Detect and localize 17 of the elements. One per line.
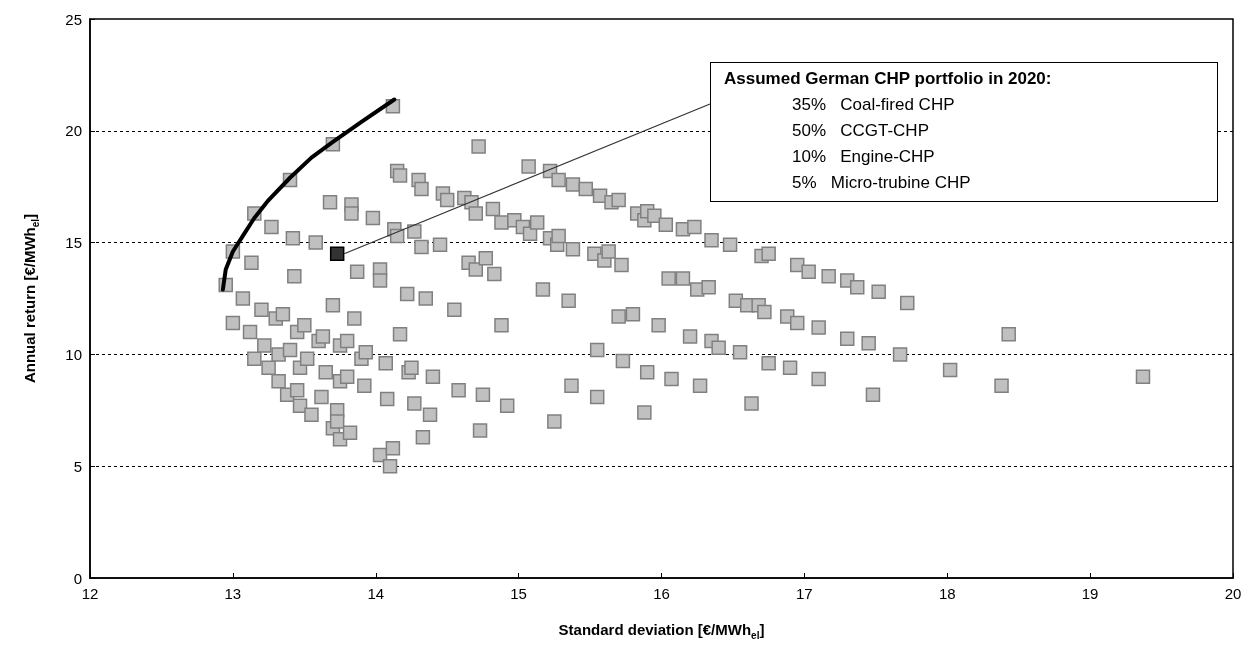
x-tick-label: 16 [653,585,670,602]
x-tick-label: 18 [938,585,956,602]
y-tick-label: 15 [65,234,82,252]
y-tick-label: 5 [73,457,82,475]
y-tick-label: 0 [73,569,82,587]
x-tick-label: 12 [81,585,99,602]
x-tick-label: 19 [1081,585,1099,602]
x-tick-label: 14 [367,585,385,602]
y-tick-label: 10 [65,345,82,363]
x-tick-label: 15 [510,585,527,602]
y-tick-label: 20 [65,122,82,140]
x-tick-label: 13 [224,585,242,602]
x-tick-label: 20 [1224,585,1242,602]
x-tick-label: 17 [796,585,813,602]
y-axis-title: Annual return [€/MWhel] [20,213,41,384]
annotation: Assumed German CHP portfolio in 2020: 35% Coal-fired CHP 50% CCGT-CHP 10% Engine-CHP 5% Micro-trubine CHP [724,68,1052,194]
y-tick-label: 25 [65,10,82,28]
